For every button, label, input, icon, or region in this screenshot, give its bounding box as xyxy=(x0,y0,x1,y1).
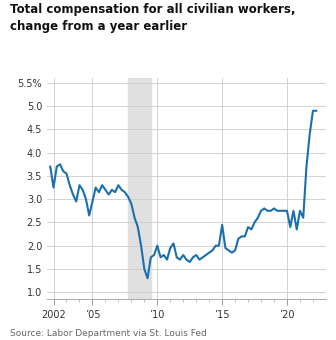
Text: Source: Labor Department via St. Louis Fed: Source: Labor Department via St. Louis F… xyxy=(10,329,207,338)
Bar xyxy=(128,78,151,299)
Text: Total compensation for all civilian workers,
change from a year earlier: Total compensation for all civilian work… xyxy=(10,3,296,33)
